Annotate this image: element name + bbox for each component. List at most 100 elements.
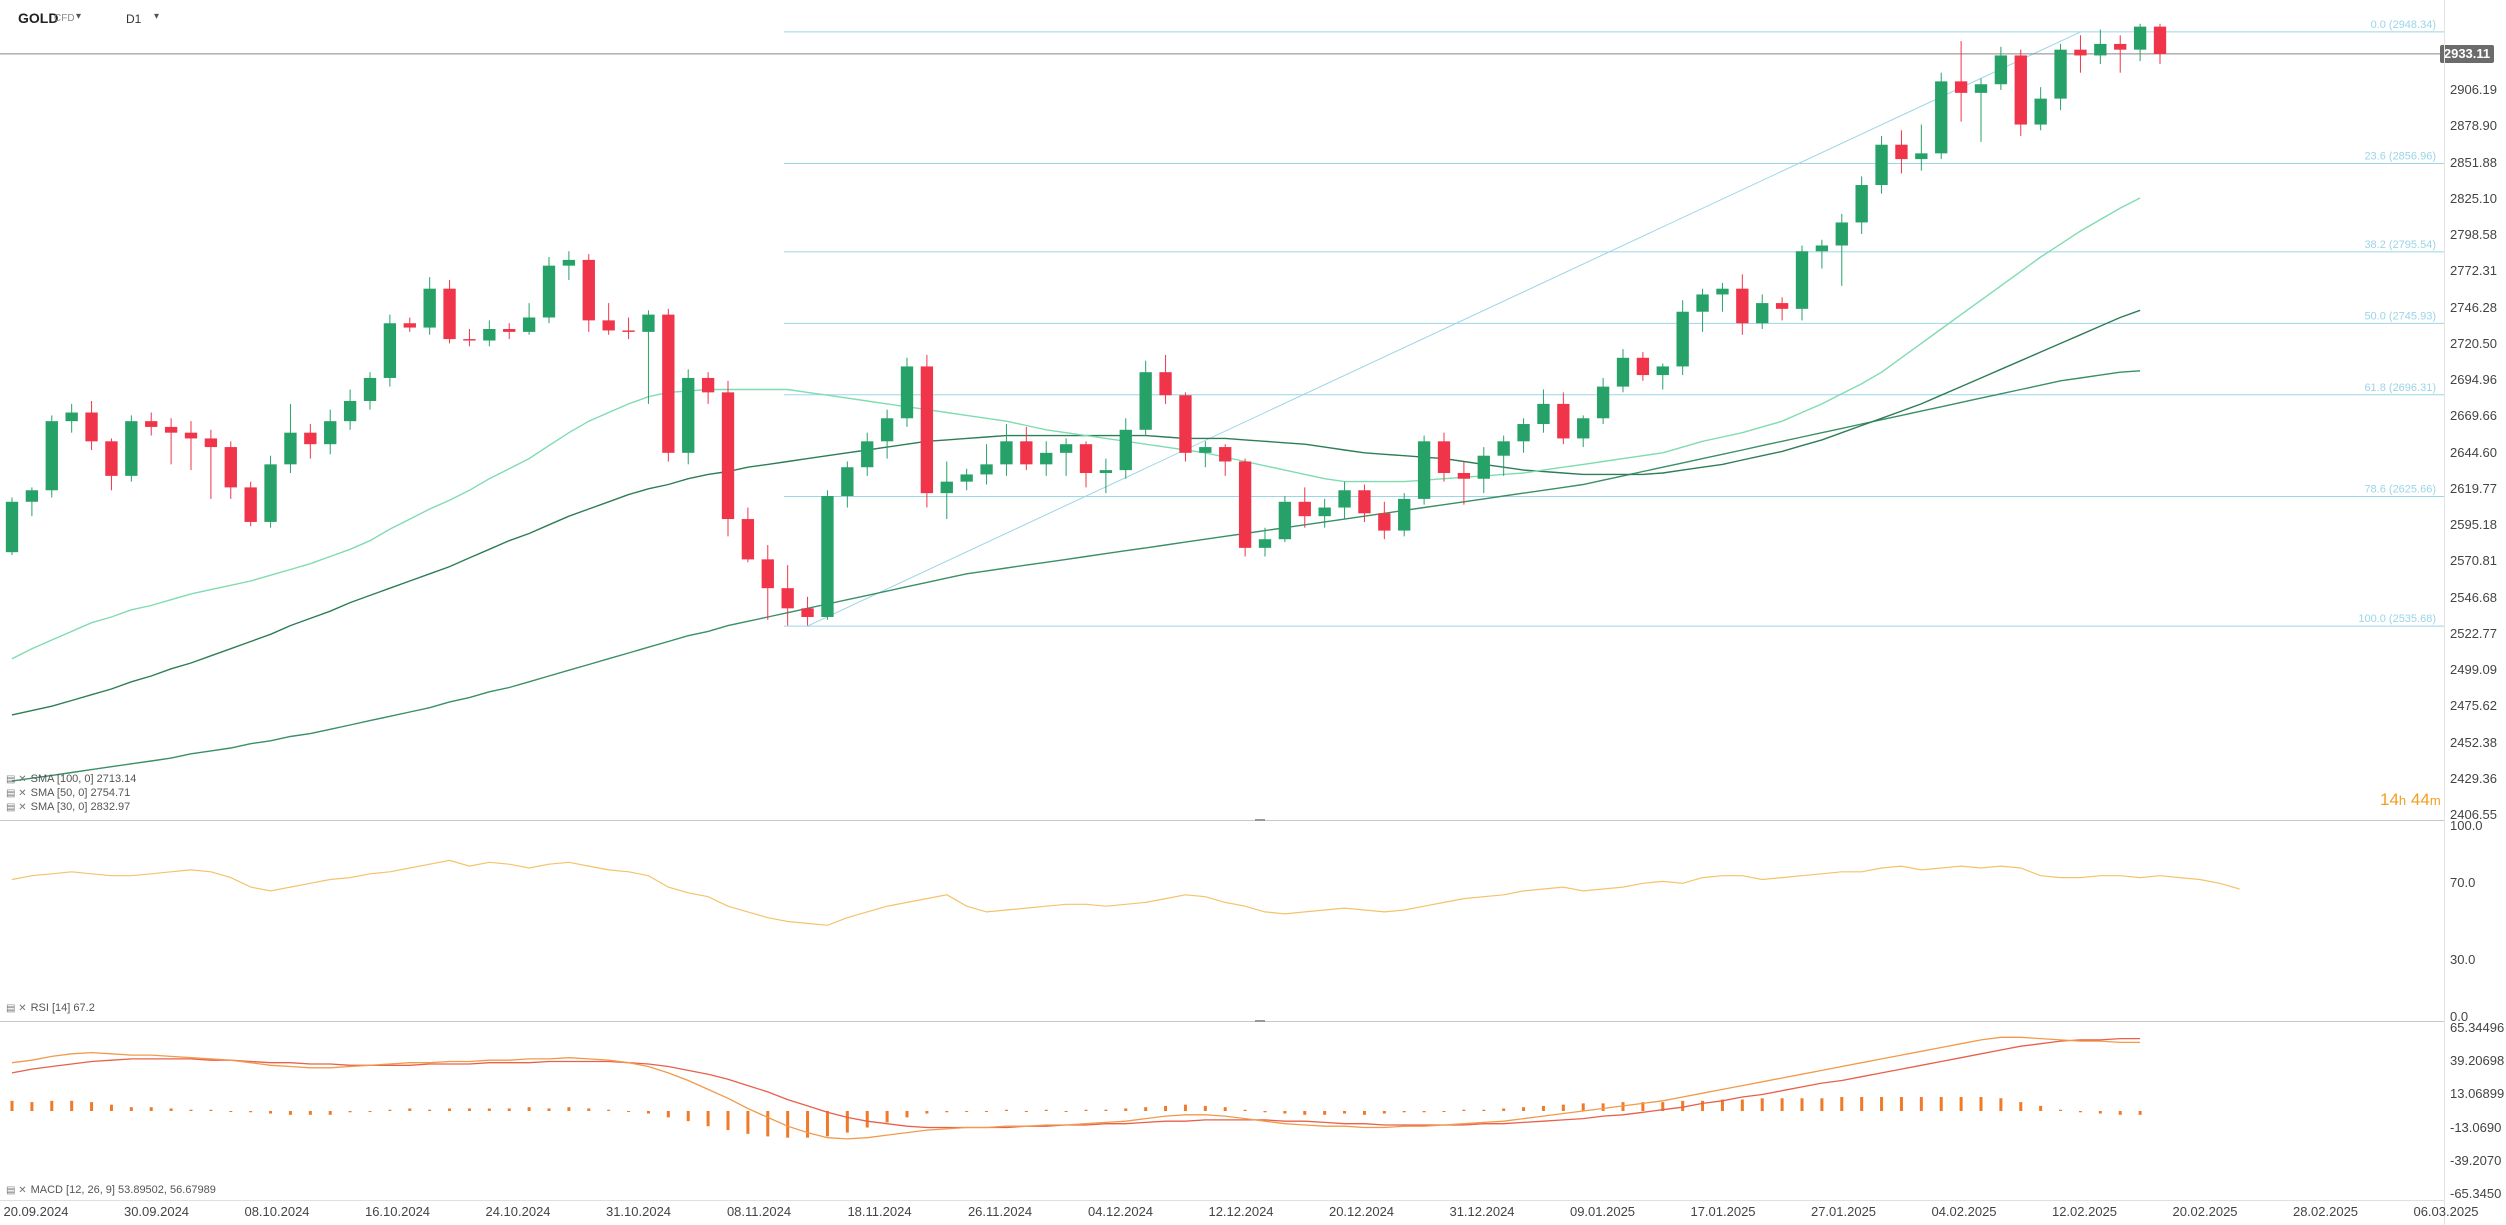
resize-handle[interactable] [1255,819,1265,821]
candle-body [2094,43,2107,56]
candle-body [1099,470,1113,473]
candle-body [1497,441,1510,456]
candle [65,403,78,433]
pane-divider[interactable] [0,1021,2444,1022]
candle-body [1000,441,1013,465]
macd-histogram-bar [1800,1098,1804,1111]
symbol-selector[interactable]: GOLD [18,10,59,26]
candle-body [443,288,456,340]
candle-body [861,441,874,468]
rsi-legend[interactable]: ▤ ✕ RSI [14] 67.2 [6,1002,95,1014]
macd-histogram-bar [646,1111,650,1114]
macd-legend[interactable]: ▤ ✕ MACD [12, 26, 9] 53.89502, 56.67989 [6,1184,216,1196]
macd-histogram-bar [1561,1104,1565,1111]
candle-body [1358,490,1371,514]
settings-icon[interactable]: ▤ ✕ [6,802,27,813]
macd-histogram-bar [885,1111,889,1123]
candle [1895,130,1908,174]
candle-body [105,441,118,476]
candle [1636,352,1650,381]
pane-divider[interactable] [0,820,2444,821]
macd-histogram-bar [368,1111,372,1112]
macd-histogram-bar [1939,1097,1943,1111]
date-tick-label: 20.09.2024 [3,1204,69,1219]
candle [781,565,794,626]
candle [1298,487,1311,528]
candle [920,354,934,508]
fib-level-label: 78.6 (2625.66) [2364,484,2436,496]
macd-histogram-bar [1223,1107,1227,1111]
macd-histogram-bar [109,1104,113,1111]
candle-body [1079,444,1093,473]
candle [304,424,317,459]
macd-histogram-bar [1462,1109,1466,1111]
macd-histogram-bar [1203,1105,1207,1111]
settings-icon[interactable]: ▤ ✕ [6,1003,27,1014]
macd-histogram-bar [965,1111,969,1112]
timeframe-selector[interactable]: D1 [126,12,142,26]
macd-tick-label: 39.20698 [2450,1053,2505,1069]
candle [2014,49,2027,137]
candle [204,429,218,499]
date-tick-label: 20.02.2025 [2172,1204,2238,1219]
candle-body [662,314,675,453]
candle-body [781,588,794,609]
date-tick-label: 28.02.2025 [2292,1204,2359,1219]
candle-body [1775,303,1789,309]
macd-histogram-bar [806,1111,810,1138]
candle [1716,282,1729,312]
sma30-legend[interactable]: ▤ ✕ SMA [30, 0] 2832.97 [6,801,131,813]
candle [1199,441,1212,468]
candle-body [2054,49,2067,99]
candle [1756,294,1769,330]
fib-level-label: 0.0 (2948.34) [2371,19,2436,31]
candle-body [1219,447,1232,462]
candle-body [801,608,814,617]
candle-body [1855,185,1868,223]
candle [1040,441,1053,476]
macd-histogram-bar [2098,1111,2102,1114]
time-axis-line [0,1200,2444,1201]
candle-body [1577,418,1590,439]
sma100-legend[interactable]: ▤ ✕ SMA [100, 0] 2713.14 [6,773,137,785]
candle [164,418,178,465]
candle [1994,46,2008,90]
candle-body [1477,455,1490,479]
macd-histogram-bar [1860,1097,1864,1111]
resize-handle[interactable] [1255,1020,1265,1022]
candle [224,441,237,499]
candle-body [264,464,277,522]
macd-histogram-bar [467,1108,471,1111]
candle [1875,136,1888,194]
candle [1000,424,1013,476]
macd-histogram-bar [1303,1111,1307,1115]
candle-body [343,400,357,422]
price-axis[interactable] [2444,0,2506,1225]
macd-tick-label: -13.0690 [2450,1119,2502,1135]
settings-icon[interactable]: ▤ ✕ [6,1185,27,1196]
candle-body [1557,403,1570,439]
price-chart[interactable]: 0.0 (2948.34) 23.6 (2856.96) 38.2 (2795.54… [0,0,2444,820]
candle [2133,23,2147,62]
candle [1497,435,1510,476]
candle [1676,300,1689,376]
candle-body [1537,403,1550,425]
candle [582,254,595,332]
candle-body [1139,372,1152,430]
candle-body [1298,501,1311,517]
macd-histogram-bar [1104,1109,1108,1111]
candle-body [622,330,635,332]
settings-icon[interactable]: ▤ ✕ [6,774,27,785]
macd-histogram-bar [209,1109,213,1111]
chevron-down-icon[interactable]: ▾ [154,11,160,22]
candle [2054,43,2067,111]
date-tick-label: 08.11.2024 [726,1204,792,1219]
price-tick-label: 2406.55 [2450,807,2497,822]
candle-body [1199,447,1212,453]
candle [1139,360,1152,436]
sma50-legend[interactable]: ▤ ✕ SMA [50, 0] 2754.71 [6,787,131,799]
settings-icon[interactable]: ▤ ✕ [6,788,27,799]
chevron-down-icon[interactable]: ▾ [76,11,82,22]
fib-level-label: 38.2 (2795.54) [2364,239,2436,251]
macd-histogram-bar [607,1109,611,1111]
